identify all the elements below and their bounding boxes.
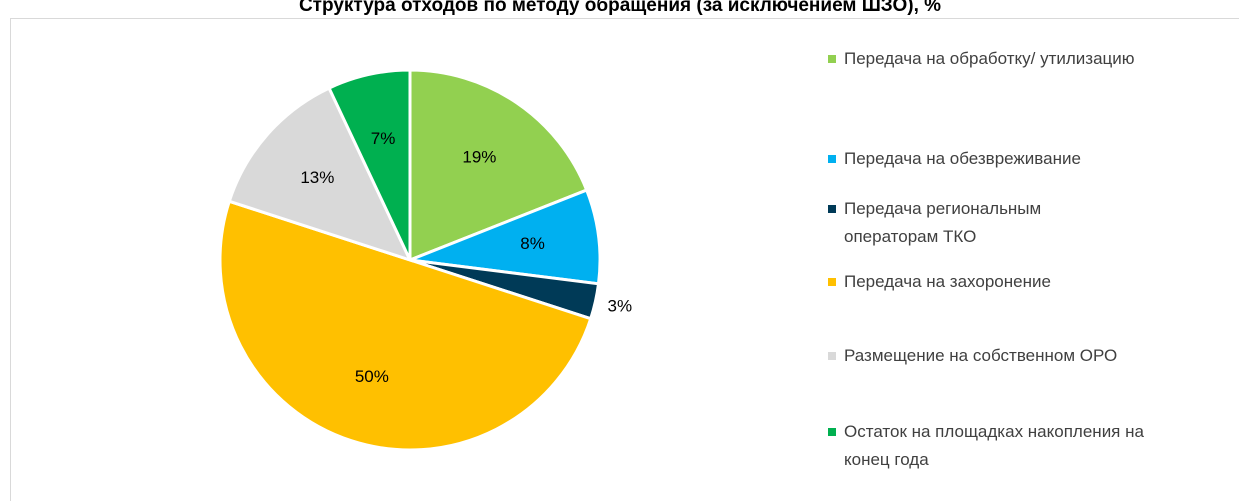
data-label: 50% [355,367,389,386]
legend-item: Передача региональным операторам ТКО [828,195,1088,251]
legend-swatch [828,352,836,360]
data-label: 13% [300,168,334,187]
legend-label: Передача на захоронение [844,272,1051,291]
legend-label: Размещение на собственном ОРО [844,346,1118,365]
data-label: 7% [371,129,396,148]
chart-frame [10,18,1239,501]
legend-label: Передача региональным операторам ТКО [844,199,1042,246]
legend-swatch [828,155,836,163]
pie-slice [227,86,413,263]
legend-swatch [828,55,836,63]
legend-label: Передача на обработку/ утилизацию [844,49,1135,68]
legend-item: Передача на захоронение [828,268,1228,296]
pie-slice [218,199,593,452]
data-label: 8% [520,234,545,253]
data-label: 3% [608,296,633,315]
legend-label: Остаток на площадках накопления на конец… [844,422,1144,469]
legend-item: Передача на обработку/ утилизацию [828,45,1228,73]
legend-item: Передача на обезвреживание [828,145,1228,173]
legend-item: Остаток на площадках накопления на конец… [828,418,1188,474]
legend-swatch [828,278,836,286]
pie-slice [408,68,589,263]
legend-swatch [828,428,836,436]
legend-item: Размещение на собственном ОРО [828,342,1228,370]
legend-swatch [828,205,836,213]
pie-slice [409,188,602,286]
legend-label: Передача на обезвреживание [844,149,1081,168]
chart-title: Структура отходов по методу обращения (з… [299,0,941,16]
pie-slice [327,68,412,261]
data-label: 19% [462,147,496,166]
